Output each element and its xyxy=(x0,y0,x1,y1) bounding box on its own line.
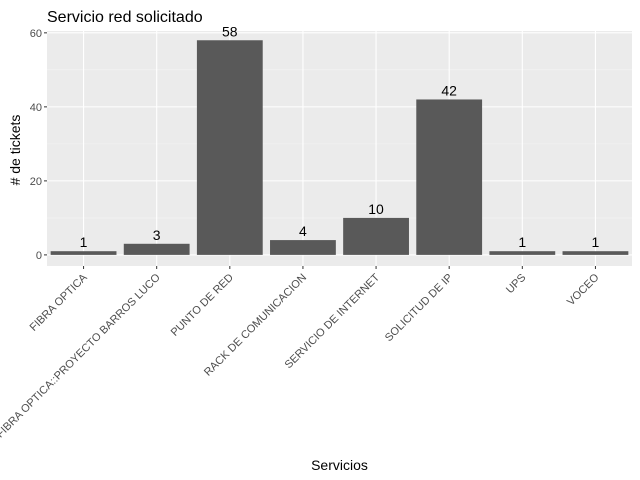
bar xyxy=(196,40,263,255)
bar xyxy=(416,99,483,255)
x-tick-label: FIBRA OPTICA xyxy=(28,271,91,334)
bar xyxy=(50,251,117,255)
y-axis: 0 20 40 60 xyxy=(30,28,47,262)
bar xyxy=(123,243,190,255)
x-tick-label: FIBRA OPTICA::PROYECTO BARROS LUCO xyxy=(0,271,163,440)
data-label: 42 xyxy=(441,82,457,98)
bar xyxy=(562,251,629,255)
data-label: 1 xyxy=(518,234,526,250)
data-label: 10 xyxy=(368,201,384,217)
data-label: 1 xyxy=(80,234,88,250)
bar xyxy=(270,240,336,255)
y-axis-title: # de tickets xyxy=(7,115,23,186)
y-tick-label: 60 xyxy=(30,28,42,40)
plot-panel xyxy=(47,31,632,266)
data-label: 3 xyxy=(153,227,161,243)
x-tick-label: SOLICITUD DE IP xyxy=(383,272,455,344)
data-label: 1 xyxy=(592,234,600,250)
data-label: 58 xyxy=(222,23,238,39)
bars xyxy=(50,40,629,255)
x-tick-label: PUNTO DE RED xyxy=(169,272,236,339)
y-tick-label: 20 xyxy=(30,176,42,188)
bar xyxy=(343,217,409,255)
data-label: 4 xyxy=(299,223,307,239)
y-tick-label: 0 xyxy=(36,250,42,262)
data-labels: 1 3 58 4 10 42 1 1 xyxy=(80,23,600,250)
x-tick-label: VOCEO xyxy=(565,271,602,308)
bar xyxy=(489,251,556,255)
y-tick-label: 40 xyxy=(30,102,42,114)
chart-title: Servicio red solicitado xyxy=(47,9,203,26)
x-tick-label: UPS xyxy=(504,272,528,296)
x-axis-title: Servicios xyxy=(311,457,368,473)
